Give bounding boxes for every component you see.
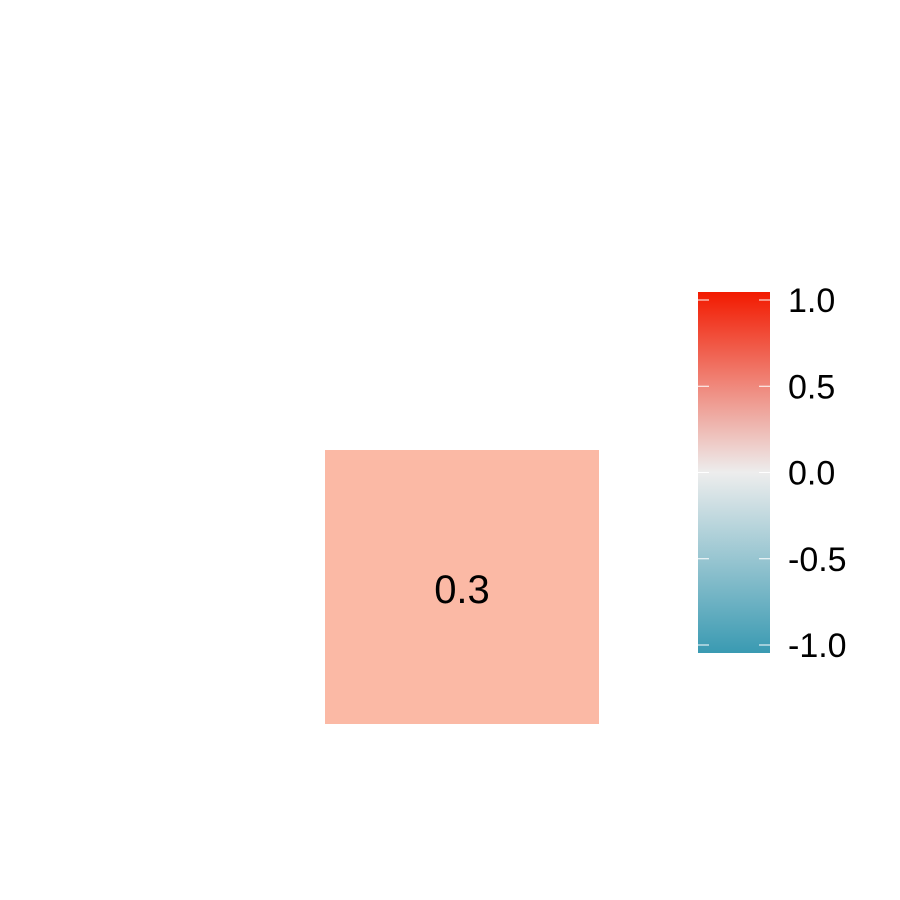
cell-value-label: 0.3 bbox=[434, 568, 490, 612]
legend-tick-label: 1.0 bbox=[788, 282, 835, 320]
legend-tick-label: 0.5 bbox=[788, 368, 835, 406]
color-legend: 1.0 0.5 0.0 -0.5 -1.0 bbox=[698, 282, 847, 665]
heatmap-cells: 0.3 bbox=[325, 450, 599, 724]
legend-ticks bbox=[698, 299, 770, 646]
legend-colorbar bbox=[698, 292, 770, 653]
legend-tick-labels: 1.0 0.5 0.0 -0.5 -1.0 bbox=[788, 282, 847, 665]
legend-tick-label: -0.5 bbox=[788, 541, 847, 579]
legend-tick-label: -1.0 bbox=[788, 627, 847, 665]
heatmap-cell bbox=[325, 450, 599, 724]
legend-tick-label: 0.0 bbox=[788, 455, 835, 493]
